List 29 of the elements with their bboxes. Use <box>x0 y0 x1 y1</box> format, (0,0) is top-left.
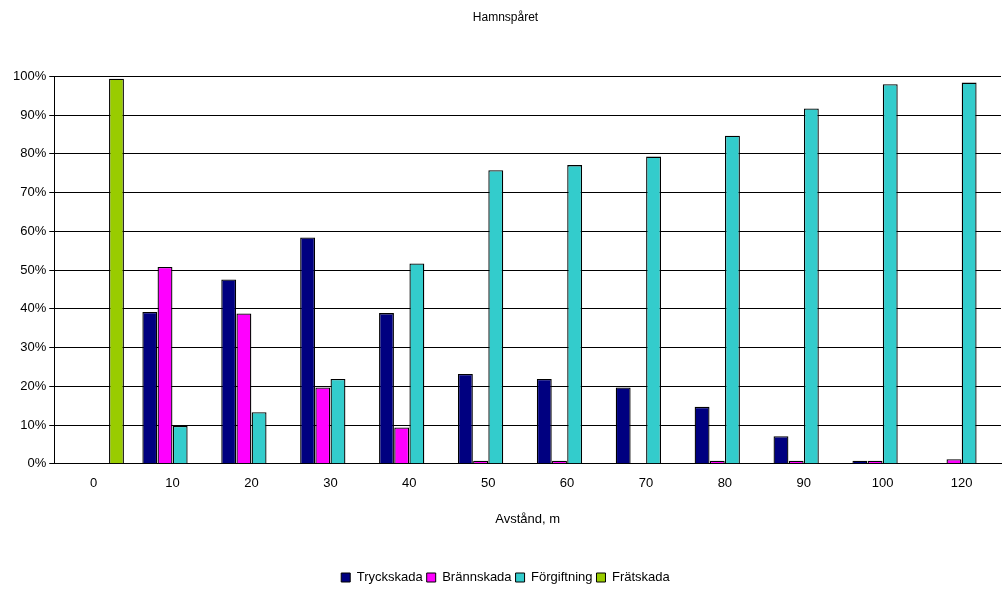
y-tick-label: 100% <box>13 67 47 83</box>
x-tick-label: 20 <box>244 475 259 491</box>
y-tick-label: 20% <box>20 377 47 393</box>
legend-label: Tryckskada <box>356 569 424 585</box>
legend-label: Brännskada <box>442 569 513 585</box>
y-tick-label: 10% <box>20 416 47 432</box>
legend-label: Frätskada <box>611 569 671 585</box>
x-tick-label: 90 <box>796 475 811 491</box>
x-tick-label: 100 <box>871 475 894 491</box>
y-tick-label: 80% <box>20 145 47 161</box>
y-tick-label: 70% <box>20 184 47 200</box>
y-tick-label: 50% <box>20 261 47 277</box>
x-tick-label: 80 <box>717 475 733 491</box>
x-tick-label: 0 <box>90 475 98 491</box>
y-tick-label: 40% <box>20 300 47 316</box>
y-tick-label: 60% <box>20 222 47 238</box>
x-tick-label: 30 <box>323 475 338 491</box>
y-tick-label: 90% <box>20 106 47 122</box>
y-tick-label: 30% <box>20 339 47 355</box>
x-tick-label: 40 <box>402 475 417 491</box>
x-axis-title: Avstånd, m <box>495 510 561 526</box>
x-tick-label: 120 <box>950 475 973 491</box>
legend-label: Förgiftning <box>531 569 593 585</box>
chart-title: Hamnspåret <box>472 9 539 24</box>
x-tick-label: 70 <box>638 475 654 491</box>
x-tick-label: 10 <box>165 475 180 491</box>
y-tick-label: 0% <box>27 455 47 471</box>
x-tick-label: 60 <box>559 475 575 491</box>
x-tick-label: 50 <box>480 475 496 491</box>
